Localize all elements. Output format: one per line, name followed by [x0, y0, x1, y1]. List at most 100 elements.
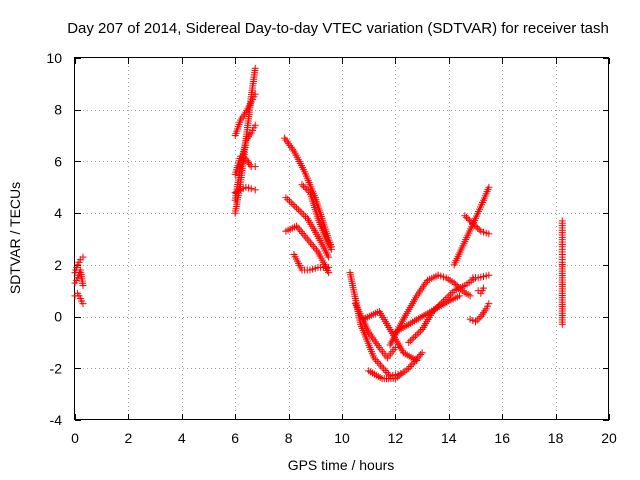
data-point: [417, 350, 425, 358]
data-point: [431, 306, 439, 314]
plot-frame: [74, 57, 609, 420]
data-point: [299, 229, 307, 237]
chart-title: Day 207 of 2014, Sidereal Day-to-day VTE…: [67, 20, 609, 37]
data-point: [375, 359, 383, 367]
data-point: [284, 195, 292, 203]
x-tick-label: 0: [71, 430, 79, 446]
data-point: [447, 290, 455, 298]
data-point: [409, 359, 417, 367]
data-point: [414, 354, 422, 362]
data-point: [291, 202, 299, 210]
data-point: [467, 218, 475, 226]
data-point: [251, 186, 259, 194]
x-tick-label: 14: [441, 430, 457, 446]
y-tick-label: -4: [50, 412, 63, 428]
data-point: [381, 367, 389, 375]
data-point: [285, 197, 293, 205]
data-point: [325, 253, 333, 261]
data-point: [411, 357, 419, 365]
data-point: [251, 90, 259, 98]
grid: [75, 58, 609, 420]
data-point: [412, 356, 420, 364]
data-point: [293, 204, 301, 212]
data-point: [300, 182, 308, 190]
data-point: [480, 284, 488, 292]
data-point: [418, 349, 426, 357]
data-point: [405, 364, 413, 372]
data-point: [327, 245, 335, 253]
data-point: [370, 354, 378, 362]
data-point: [301, 184, 309, 192]
y-tick-label: 4: [54, 205, 62, 221]
y-tick-label: -2: [50, 360, 63, 376]
x-tick-label: 16: [494, 430, 510, 446]
y-tick-label: 0: [54, 309, 62, 325]
data-point: [475, 314, 483, 322]
data-point: [455, 292, 463, 300]
data-point: [466, 216, 474, 224]
data-point: [452, 281, 460, 289]
data-point: [436, 301, 444, 309]
data-point: [473, 316, 481, 324]
data-point: [378, 363, 386, 371]
data-point: [472, 223, 480, 231]
data-point: [302, 233, 310, 241]
data-point: [306, 239, 314, 247]
data-point: [294, 206, 302, 214]
data-point: [311, 244, 319, 252]
data-point: [445, 292, 453, 300]
data-point: [413, 330, 421, 338]
data-point: [403, 366, 411, 374]
x-tick-label: 10: [334, 430, 350, 446]
data-point: [298, 181, 306, 189]
data-point: [474, 224, 482, 232]
data-point: [302, 213, 310, 221]
data-point: [469, 219, 477, 227]
data-point: [453, 282, 461, 290]
data-point: [303, 235, 311, 243]
x-tick-label: 20: [601, 430, 617, 446]
data-point: [466, 292, 474, 300]
data-point: [287, 199, 295, 207]
x-tick-label: 18: [548, 430, 564, 446]
data-point: [438, 299, 446, 307]
data-point: [485, 300, 493, 308]
data-points: [71, 64, 566, 383]
data-point: [247, 185, 255, 193]
data-point: [79, 282, 87, 290]
data-point: [406, 337, 414, 345]
tick-labels: 0 2 4 6 8 10 12 14 16 18 20 -4 -2 0 2 4 6 8 10: [46, 50, 617, 446]
y-tick-label: 6: [54, 153, 62, 169]
data-point: [406, 363, 414, 371]
data-point: [373, 358, 381, 366]
data-point: [464, 215, 472, 223]
data-point: [405, 338, 413, 346]
data-point: [410, 334, 418, 342]
x-tick-label: 8: [285, 430, 293, 446]
x-tick-label: 12: [388, 430, 404, 446]
data-point: [475, 226, 483, 234]
data-point: [432, 304, 440, 312]
data-point: [429, 307, 437, 315]
data-point: [558, 320, 566, 328]
y-tick-label: 8: [54, 102, 62, 118]
y-axis-title: SDTVAR / TECUs: [7, 182, 23, 294]
y-tick-label: 2: [54, 257, 62, 273]
data-point: [294, 224, 302, 232]
data-point: [303, 185, 311, 193]
data-point: [408, 335, 416, 343]
data-point: [380, 365, 388, 373]
y-tick-label: 10: [46, 50, 62, 66]
data-point: [289, 201, 297, 209]
data-point: [305, 237, 313, 245]
data-point: [485, 271, 493, 279]
data-point: [457, 285, 465, 293]
data-point: [376, 361, 384, 369]
data-point: [300, 211, 308, 219]
data-point: [251, 64, 259, 72]
data-point: [415, 329, 423, 337]
data-point: [304, 187, 312, 195]
data-point: [470, 221, 478, 229]
data-point: [298, 209, 306, 217]
data-point: [251, 121, 259, 129]
